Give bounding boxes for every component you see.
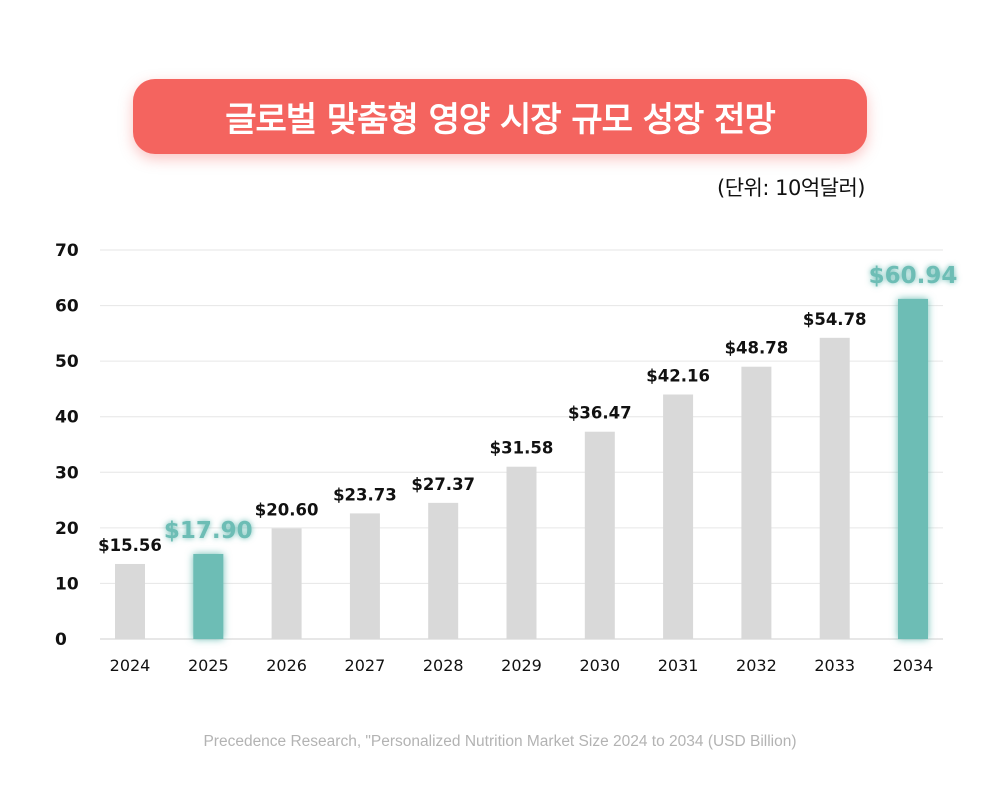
chart-title: 글로벌 맞춤형 영양 시장 규모 성장 전망 xyxy=(225,100,776,140)
y-axis-ticks: 0 10 20 30 40 50 60 70 xyxy=(55,241,79,650)
x-tick-label: 2030 xyxy=(579,656,620,675)
data-label-2030: $36.47 xyxy=(568,404,632,423)
y-tick-label: 50 xyxy=(55,352,79,372)
title-banner: 글로벌 맞춤형 영양 시장 규모 성장 전망 xyxy=(133,79,867,154)
y-tick-label: 60 xyxy=(55,297,79,317)
y-tick-label: 30 xyxy=(55,463,79,483)
data-label-2031: $42.16 xyxy=(646,366,710,385)
data-label-2028: $27.37 xyxy=(411,475,475,494)
x-tick-label: 2027 xyxy=(345,656,386,675)
y-tick-label: 40 xyxy=(55,408,79,428)
x-axis-ticks: 2024 2025 2026 2027 2028 2029 2030 2031 2032 2033… xyxy=(110,656,934,675)
unit-label: (단위: 10억달러) xyxy=(717,176,865,200)
bar-2031 xyxy=(663,394,694,639)
y-tick-label: 0 xyxy=(55,630,67,650)
y-tick-label: 20 xyxy=(55,519,79,539)
x-tick-label: 2031 xyxy=(658,656,699,675)
bar-2030 xyxy=(584,431,615,639)
x-tick-label: 2034 xyxy=(893,656,934,675)
x-tick-label: 2024 xyxy=(110,656,151,675)
data-label-2029: $31.58 xyxy=(490,439,554,458)
bar-2033 xyxy=(819,337,850,639)
y-tick-label: 10 xyxy=(55,574,79,594)
source-note: Precedence Research, "Personalized Nutri… xyxy=(203,733,797,750)
bar-2029 xyxy=(506,466,537,639)
data-label-2026: $20.60 xyxy=(255,500,319,519)
data-label-2025: $17.90 xyxy=(164,518,253,544)
data-labels: $15.56$17.90$20.60 $23.73 $27.37 $31.58 $36.… xyxy=(98,263,957,555)
data-label-2033: $54.78 xyxy=(803,310,867,329)
data-label-2034: $60.94 xyxy=(869,263,958,289)
data-label-2024: $15.56 xyxy=(98,536,162,555)
data-label-2027: $23.73 xyxy=(333,485,397,504)
bar-2032 xyxy=(741,366,772,639)
y-tick-label: 70 xyxy=(55,241,79,261)
data-label-2032: $48.78 xyxy=(725,339,789,358)
bar-2034 xyxy=(898,298,928,639)
bar-2024 xyxy=(115,563,145,639)
bar-2027 xyxy=(349,513,380,639)
x-tick-label: 2026 xyxy=(266,656,307,675)
bars xyxy=(115,298,928,639)
bar-2025 xyxy=(193,553,224,639)
x-tick-label: 2029 xyxy=(501,656,542,675)
x-tick-label: 2032 xyxy=(736,656,777,675)
bar-2028 xyxy=(428,502,459,639)
x-tick-label: 2028 xyxy=(423,656,464,675)
x-tick-label: 2033 xyxy=(814,656,855,675)
bar-2026 xyxy=(271,528,302,639)
x-tick-label: 2025 xyxy=(188,656,229,675)
